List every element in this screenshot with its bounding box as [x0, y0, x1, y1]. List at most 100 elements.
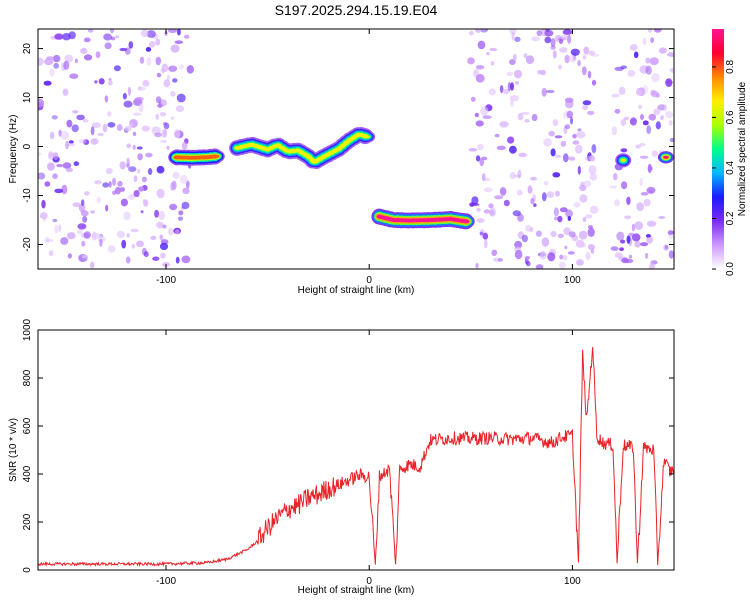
snr-xtick-label-1: 0 [366, 576, 372, 587]
noise-blob-0-11 [98, 78, 105, 85]
noise-blob-0-146 [53, 152, 59, 161]
noise-blob-0-111 [170, 116, 175, 120]
noise-blob-1-83 [467, 57, 475, 65]
noise-blob-1-133 [558, 64, 562, 70]
noise-blob-1-34 [520, 111, 530, 116]
noise-blob-1-100 [502, 88, 510, 95]
noise-blob-0-86 [82, 216, 88, 223]
spectrogram-ytick-label-3: 10 [22, 92, 33, 104]
noise-blob-0-50 [182, 187, 190, 194]
noise-blob-1-157 [525, 55, 535, 65]
noise-blob-0-13 [134, 96, 144, 102]
noise-blob-0-215 [54, 33, 64, 40]
noise-blob-0-142 [105, 204, 109, 212]
noise-blob-2-53 [638, 104, 643, 110]
noise-blob-1-193 [518, 152, 527, 158]
noise-blob-2-74 [626, 196, 631, 205]
noise-blob-0-148 [45, 238, 54, 242]
noise-blob-0-113 [147, 168, 153, 175]
track-0-layer-4 [173, 154, 220, 160]
colorbar-tick-label-1: 0.2 [725, 211, 736, 225]
noise-blob-0-30 [72, 202, 81, 208]
colorbar-label: Normalized spectral amplitude [737, 81, 748, 216]
noise-blob-1-161 [545, 29, 550, 33]
noise-blob-0-129 [115, 35, 119, 39]
noise-blob-0-185 [107, 122, 116, 128]
noise-blob-2-76 [645, 234, 651, 238]
noise-blob-0-125 [123, 211, 131, 221]
noise-blob-1-89 [537, 69, 542, 75]
noise-blob-1-5 [550, 45, 556, 50]
noise-blob-0-17 [48, 250, 54, 257]
noise-blob-1-163 [587, 227, 595, 237]
noise-blob-0-231 [140, 29, 149, 37]
noise-blob-2-0 [639, 143, 646, 147]
noise-blob-0-213 [65, 140, 69, 150]
noise-blob-1-185 [575, 144, 583, 154]
noise-blob-0-145 [129, 122, 134, 127]
noise-blob-2-27 [646, 125, 652, 135]
noise-blob-0-187 [121, 239, 127, 249]
noise-blob-0-189 [48, 151, 53, 160]
noise-blob-0-104 [54, 188, 64, 194]
noise-blob-0-56 [53, 62, 59, 69]
noise-blob-0-90 [155, 56, 162, 66]
noise-blob-1-63 [572, 140, 580, 145]
noise-blob-0-49 [69, 73, 79, 79]
spectrogram-ytick-label-2: 0 [22, 143, 33, 149]
noise-blob-0-178 [108, 80, 113, 86]
noise-blob-0-46 [112, 177, 116, 186]
noise-blob-0-203 [103, 33, 112, 41]
noise-blob-1-85 [566, 110, 574, 119]
noise-blob-2-57 [610, 246, 619, 251]
noise-blob-0-166 [67, 253, 72, 259]
noise-blob-1-140 [557, 233, 564, 239]
noise-blob-1-159 [475, 120, 484, 127]
noise-blob-1-24 [552, 50, 557, 59]
noise-blob-1-93 [561, 34, 568, 41]
noise-blob-0-197 [56, 163, 64, 168]
noise-blob-0-35 [170, 91, 176, 97]
noise-blob-1-149 [576, 259, 584, 266]
noise-blob-1-10 [582, 100, 592, 106]
noise-blob-1-2 [509, 59, 516, 65]
noise-blob-0-173 [137, 86, 142, 91]
noise-blob-1-66 [468, 148, 478, 152]
noise-blob-0-180 [78, 203, 86, 213]
noise-blob-2-23 [635, 144, 641, 149]
noise-blob-2-48 [645, 252, 649, 259]
noise-blob-0-70 [150, 235, 157, 240]
colorbar-gradient [712, 29, 724, 269]
noise-blob-0-184 [102, 182, 110, 188]
noise-blob-2-72 [645, 57, 651, 64]
noise-blob-1-143 [588, 165, 597, 175]
noise-blob-1-16 [541, 87, 547, 97]
noise-blob-0-205 [162, 122, 167, 126]
noise-blob-1-186 [577, 60, 581, 67]
snr-ytick-label-4: 800 [22, 369, 33, 386]
noise-blob-2-56 [643, 199, 651, 207]
noise-blob-2-7 [649, 57, 659, 66]
noise-blob-1-78 [483, 209, 490, 214]
noise-blob-0-140 [178, 216, 183, 221]
noise-blob-0-4 [76, 114, 85, 121]
noise-blob-0-31 [145, 152, 153, 158]
noise-blob-1-46 [499, 187, 507, 196]
noise-blob-1-192 [587, 244, 596, 250]
noise-blob-1-129 [511, 31, 515, 41]
spectrogram-ytick-label-1: -10 [22, 188, 33, 203]
noise-blob-0-15 [156, 188, 165, 199]
noise-blob-1-112 [564, 245, 568, 250]
noise-blob-2-2 [665, 111, 673, 119]
spectrogram-ylabel: Frequency (Hz) [8, 115, 19, 184]
noise-blob-0-47 [133, 175, 138, 183]
noise-blob-2-32 [639, 155, 649, 159]
noise-blob-2-82 [640, 114, 644, 120]
spectrogram-frame [37, 28, 675, 270]
noise-blob-2-94 [647, 163, 652, 173]
noise-blob-0-201 [160, 252, 166, 259]
noise-blob-1-115 [558, 261, 566, 269]
noise-blob-0-94 [142, 79, 150, 87]
noise-blob-0-77 [66, 119, 73, 128]
noise-blob-1-70 [554, 154, 562, 159]
